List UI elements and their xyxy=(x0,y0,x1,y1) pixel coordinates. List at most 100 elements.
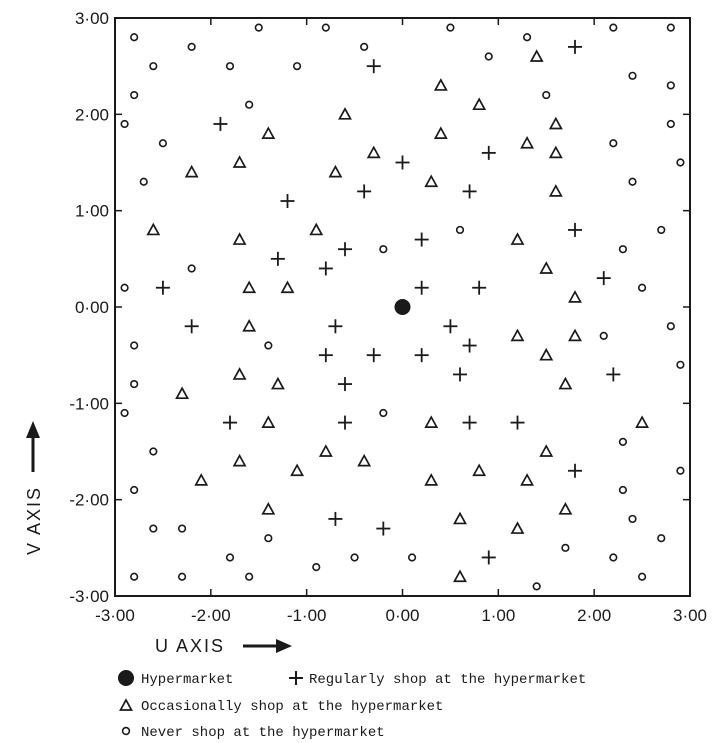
occasional-shopper-point xyxy=(338,107,352,120)
never-shopper-point xyxy=(484,52,493,61)
never-shopper-point xyxy=(130,341,139,350)
regular-shopper-point xyxy=(366,348,381,363)
never-shopper-point xyxy=(379,245,388,254)
occasional-shopper-point xyxy=(548,116,563,130)
never-shopper-point xyxy=(609,23,618,32)
never-shopper-point xyxy=(360,42,369,52)
occasional-shopper-point xyxy=(261,415,276,428)
occasional-shopper-point xyxy=(309,222,324,236)
never-shopper-point xyxy=(618,437,628,446)
never-shopper-point xyxy=(264,534,273,543)
x-tick-label: -3·00 xyxy=(95,606,135,625)
never-shopper-point xyxy=(187,264,196,273)
hypermarket-point xyxy=(394,299,411,315)
occasional-shopper-point xyxy=(261,126,276,139)
occasional-shopper-point xyxy=(232,232,247,245)
y-tick-label: 2·00 xyxy=(75,105,109,124)
x-axis-tick-labels: -3·00 -2·00 -1·00 0·00 1·00 2·00 3·00 xyxy=(95,606,707,625)
never-shopper-point xyxy=(187,42,196,52)
never-shopper-point xyxy=(637,572,647,581)
y-tick-label: -2·00 xyxy=(69,491,109,510)
never-shopper-point xyxy=(177,572,187,581)
y-tick-label: 3·00 xyxy=(75,9,109,28)
never-shopper-point xyxy=(130,90,139,100)
regular-shopper-point xyxy=(414,232,429,247)
regular-shopper-point xyxy=(328,319,343,334)
y-tick-label: 1·00 xyxy=(75,202,109,221)
never-shopper-point xyxy=(628,177,637,186)
legend-item-never: Never shop at the hypermarket xyxy=(121,725,385,741)
never-shopper-point xyxy=(225,553,235,562)
scatter-points xyxy=(120,23,685,591)
regular-shopper-point xyxy=(596,271,611,286)
regular-shopper-point xyxy=(318,348,333,363)
regular-shopper-point xyxy=(414,348,429,363)
regular-shopper-point xyxy=(568,39,582,54)
regular-shopper-point xyxy=(481,145,496,160)
occasional-shopper-point xyxy=(548,184,563,197)
x-axis-title: U AXIS xyxy=(155,636,292,656)
occasional-shopper-point xyxy=(453,511,467,525)
occasional-shopper-point xyxy=(175,386,190,400)
regular-shopper-point xyxy=(462,338,477,353)
occasional-shopper-point xyxy=(242,319,257,332)
never-shopper-point xyxy=(637,283,647,292)
x-tick-label: 0·00 xyxy=(385,606,419,625)
occasional-shopper-point xyxy=(270,376,285,390)
regular-shopper-point xyxy=(270,251,285,266)
never-shopper-point xyxy=(130,33,139,42)
occasional-shopper-point xyxy=(568,290,582,303)
y-axis-title: V AXIS xyxy=(24,421,44,555)
y-axis-ticks xyxy=(115,17,690,597)
occasional-shopper-point xyxy=(520,135,535,149)
regular-shopper-point xyxy=(414,280,429,295)
x-tick-label: 1·00 xyxy=(481,606,515,625)
regular-shopper-point xyxy=(155,280,170,295)
occasional-shopper-point xyxy=(472,97,487,111)
occasional-shopper-point xyxy=(453,569,467,583)
never-shopper-point xyxy=(264,341,273,350)
never-shopper-point xyxy=(292,62,302,71)
x-tick-label: -2·00 xyxy=(191,606,231,625)
x-axis-label: U AXIS xyxy=(155,636,225,656)
x-axis-arrow-icon xyxy=(243,639,292,653)
legend-filled-circle-icon xyxy=(118,670,134,686)
never-shopper-point xyxy=(321,23,330,32)
legend-label-occasionally: Occasionally shop at the hypermarket xyxy=(141,699,443,715)
regular-shopper-point xyxy=(481,550,496,565)
y-tick-label: 0·00 xyxy=(75,298,109,317)
never-shopper-point xyxy=(254,23,263,32)
regular-shopper-point xyxy=(510,415,525,430)
y-tick-label: -3·00 xyxy=(69,587,109,606)
never-shopper-point xyxy=(158,139,168,148)
never-shopper-point xyxy=(350,553,359,562)
occasional-shopper-point xyxy=(232,453,247,467)
never-shopper-point xyxy=(676,360,685,369)
legend-plus-icon xyxy=(289,671,303,685)
occasional-shopper-point xyxy=(232,155,247,168)
occasional-shopper-point xyxy=(539,261,554,274)
occasional-shopper-point xyxy=(635,415,650,428)
never-shopper-point xyxy=(666,119,675,129)
occasional-shopper-point xyxy=(472,463,487,477)
never-shopper-point xyxy=(599,331,608,341)
never-shopper-point xyxy=(618,485,628,495)
occasional-shopper-point xyxy=(433,126,448,139)
regular-shopper-point xyxy=(223,415,237,430)
regular-shopper-point xyxy=(568,222,582,237)
y-axis-tick-labels: -3·00 -2·00 -1·00 0·00 1·00 2·00 3·00 xyxy=(69,9,109,606)
occasional-shopper-point xyxy=(510,232,525,245)
never-shopper-point xyxy=(628,514,637,524)
regular-shopper-point xyxy=(472,280,487,295)
legend-label-never: Never shop at the hypermarket xyxy=(141,725,385,741)
legend: Hypermarket Regularly shop at the hyperm… xyxy=(118,670,586,741)
regular-shopper-point xyxy=(568,463,582,478)
occasional-shopper-point xyxy=(433,78,448,91)
y-tick-label: -1·00 xyxy=(69,394,109,413)
never-shopper-point xyxy=(561,543,570,552)
never-shopper-point xyxy=(522,33,532,42)
occasional-shopper-point xyxy=(328,164,343,178)
regular-shopper-point xyxy=(462,184,477,199)
regular-shopper-point xyxy=(376,521,391,536)
